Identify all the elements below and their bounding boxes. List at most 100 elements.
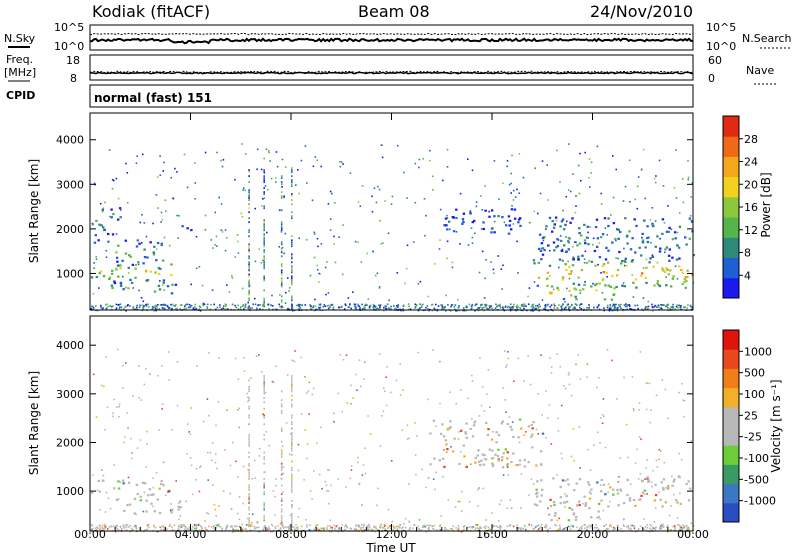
clutter-cell xyxy=(309,524,311,527)
echo-cell xyxy=(116,264,120,267)
clutter-cell xyxy=(561,307,563,310)
noise-cell xyxy=(518,192,520,194)
echo-cell xyxy=(641,491,645,494)
streak-cell xyxy=(263,301,265,304)
noise-cell xyxy=(418,519,421,521)
nave-label: Nave xyxy=(746,64,774,77)
clutter-cell xyxy=(243,308,245,310)
echo-cell xyxy=(449,420,452,423)
noise-cell xyxy=(583,261,586,264)
noise-cell xyxy=(100,384,103,387)
noise-cell xyxy=(446,451,448,454)
echo-cell xyxy=(598,256,602,259)
clutter-cell xyxy=(407,303,410,305)
clutter-cell xyxy=(641,308,643,311)
noise-cell xyxy=(238,426,241,429)
noise-cell xyxy=(632,408,635,410)
echo-cell xyxy=(676,501,679,504)
clutter-cell xyxy=(390,525,392,527)
echo-cell xyxy=(540,450,543,453)
noise-cell xyxy=(327,292,330,294)
echo-cell xyxy=(170,511,173,514)
noise-cell xyxy=(248,284,251,287)
clutter-cell xyxy=(563,528,565,530)
noise-cell xyxy=(477,505,479,507)
clutter-cell xyxy=(586,307,588,309)
noise-cell xyxy=(510,182,512,185)
noise-cell xyxy=(478,271,481,274)
echo-cell xyxy=(158,487,161,490)
streak-cell xyxy=(248,261,250,264)
clutter-cell xyxy=(355,308,357,310)
noise-cell xyxy=(545,390,547,392)
echo-cell xyxy=(602,263,606,266)
clutter-cell xyxy=(383,523,386,526)
echo-cell xyxy=(579,289,582,292)
clutter-cell xyxy=(255,526,257,529)
noise-cell xyxy=(202,304,204,307)
noise-cell xyxy=(572,428,575,430)
echo-cell xyxy=(571,264,575,267)
nsky-series xyxy=(89,37,693,45)
noise-cell xyxy=(567,260,569,263)
streak-cell xyxy=(248,169,250,171)
clutter-cell xyxy=(132,307,135,310)
echo-cell xyxy=(115,256,119,259)
echo-cell xyxy=(652,265,655,268)
echo-cell xyxy=(536,284,539,287)
echo-cell xyxy=(158,511,162,515)
clutter-cell xyxy=(350,528,353,530)
echo-cell xyxy=(628,497,632,500)
echo-cell xyxy=(607,249,610,252)
clutter-cell xyxy=(633,525,636,527)
clutter-cell xyxy=(500,306,502,309)
noise-cell xyxy=(540,354,542,356)
clutter-cell xyxy=(414,305,417,308)
streak-cell xyxy=(291,241,293,244)
clutter-cell xyxy=(523,305,525,307)
clutter-cell xyxy=(156,530,159,533)
echo-cell xyxy=(630,260,634,263)
echo-cell xyxy=(178,500,182,503)
colorbar-tick-label: 25 xyxy=(744,409,758,422)
noise-cell xyxy=(298,237,300,239)
streak-cell xyxy=(291,181,293,183)
noise-cell xyxy=(652,469,654,472)
clutter-cell xyxy=(538,303,541,306)
clutter-cell xyxy=(136,304,138,307)
noise-cell xyxy=(442,475,444,478)
clutter-cell xyxy=(646,308,649,311)
clutter-cell xyxy=(480,304,482,306)
clutter-cell xyxy=(323,528,325,530)
echo-cell xyxy=(469,427,472,430)
noise-cell xyxy=(378,287,381,289)
clutter-cell xyxy=(547,531,549,533)
clutter-cell xyxy=(282,527,285,529)
clutter-cell xyxy=(310,305,312,308)
noise-cell xyxy=(555,219,558,222)
echo-cell xyxy=(583,239,587,242)
echo-cell xyxy=(461,222,464,225)
streak-cell xyxy=(248,445,250,447)
echo-cell xyxy=(640,494,643,497)
clutter-cell xyxy=(366,304,368,306)
echo-cell xyxy=(580,269,584,272)
clutter-cell xyxy=(530,309,532,312)
noise-cell xyxy=(648,236,650,239)
echo-cell xyxy=(565,500,569,503)
noise-cell xyxy=(569,190,572,193)
echo-cell xyxy=(578,503,581,507)
noise-cell xyxy=(683,399,686,402)
echo-cell xyxy=(646,236,649,240)
clutter-cell xyxy=(547,303,549,306)
noise-cell xyxy=(95,416,98,418)
echo-cell xyxy=(669,269,672,272)
clutter-cell xyxy=(489,306,491,309)
noise-cell xyxy=(164,494,167,496)
clutter-cell xyxy=(544,526,547,529)
clutter-cell xyxy=(237,304,239,307)
streak-cell xyxy=(291,253,293,256)
echo-cell xyxy=(685,279,688,282)
echo-cell xyxy=(571,508,574,511)
clutter-cell xyxy=(124,306,127,308)
